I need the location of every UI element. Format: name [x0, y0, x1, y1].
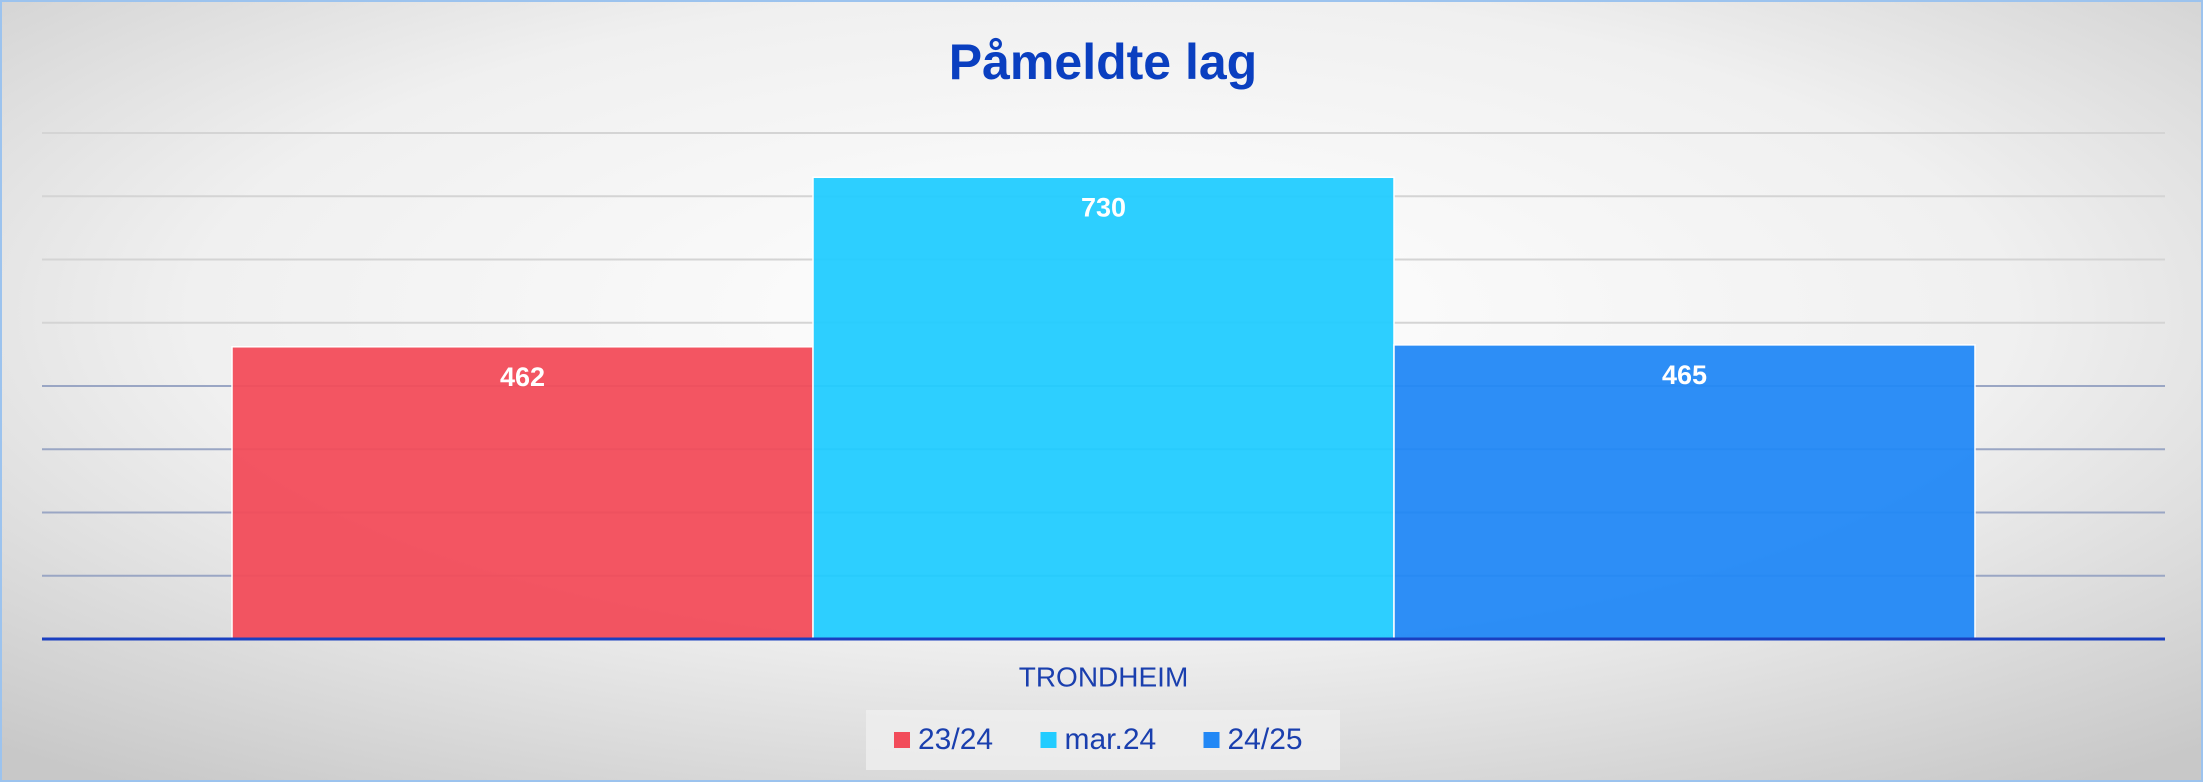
legend-swatch	[1203, 732, 1220, 748]
legend-label: mar.24	[1065, 723, 1157, 756]
bar	[1393, 344, 1976, 640]
legend-label: 24/25	[1228, 723, 1303, 756]
legend-label: 23/24	[918, 723, 993, 756]
legend-swatch	[1040, 732, 1057, 748]
bar	[812, 176, 1395, 640]
data-label: 462	[500, 362, 545, 392]
data-label: 730	[1081, 192, 1126, 222]
legend-swatch	[894, 732, 910, 748]
x-tick-label: TRONDHEIM	[1019, 661, 1189, 692]
bar	[231, 346, 814, 640]
data-label: 465	[1662, 360, 1707, 390]
chart-title: Påmeldte lag	[949, 34, 1257, 90]
legend-box	[866, 710, 1340, 770]
